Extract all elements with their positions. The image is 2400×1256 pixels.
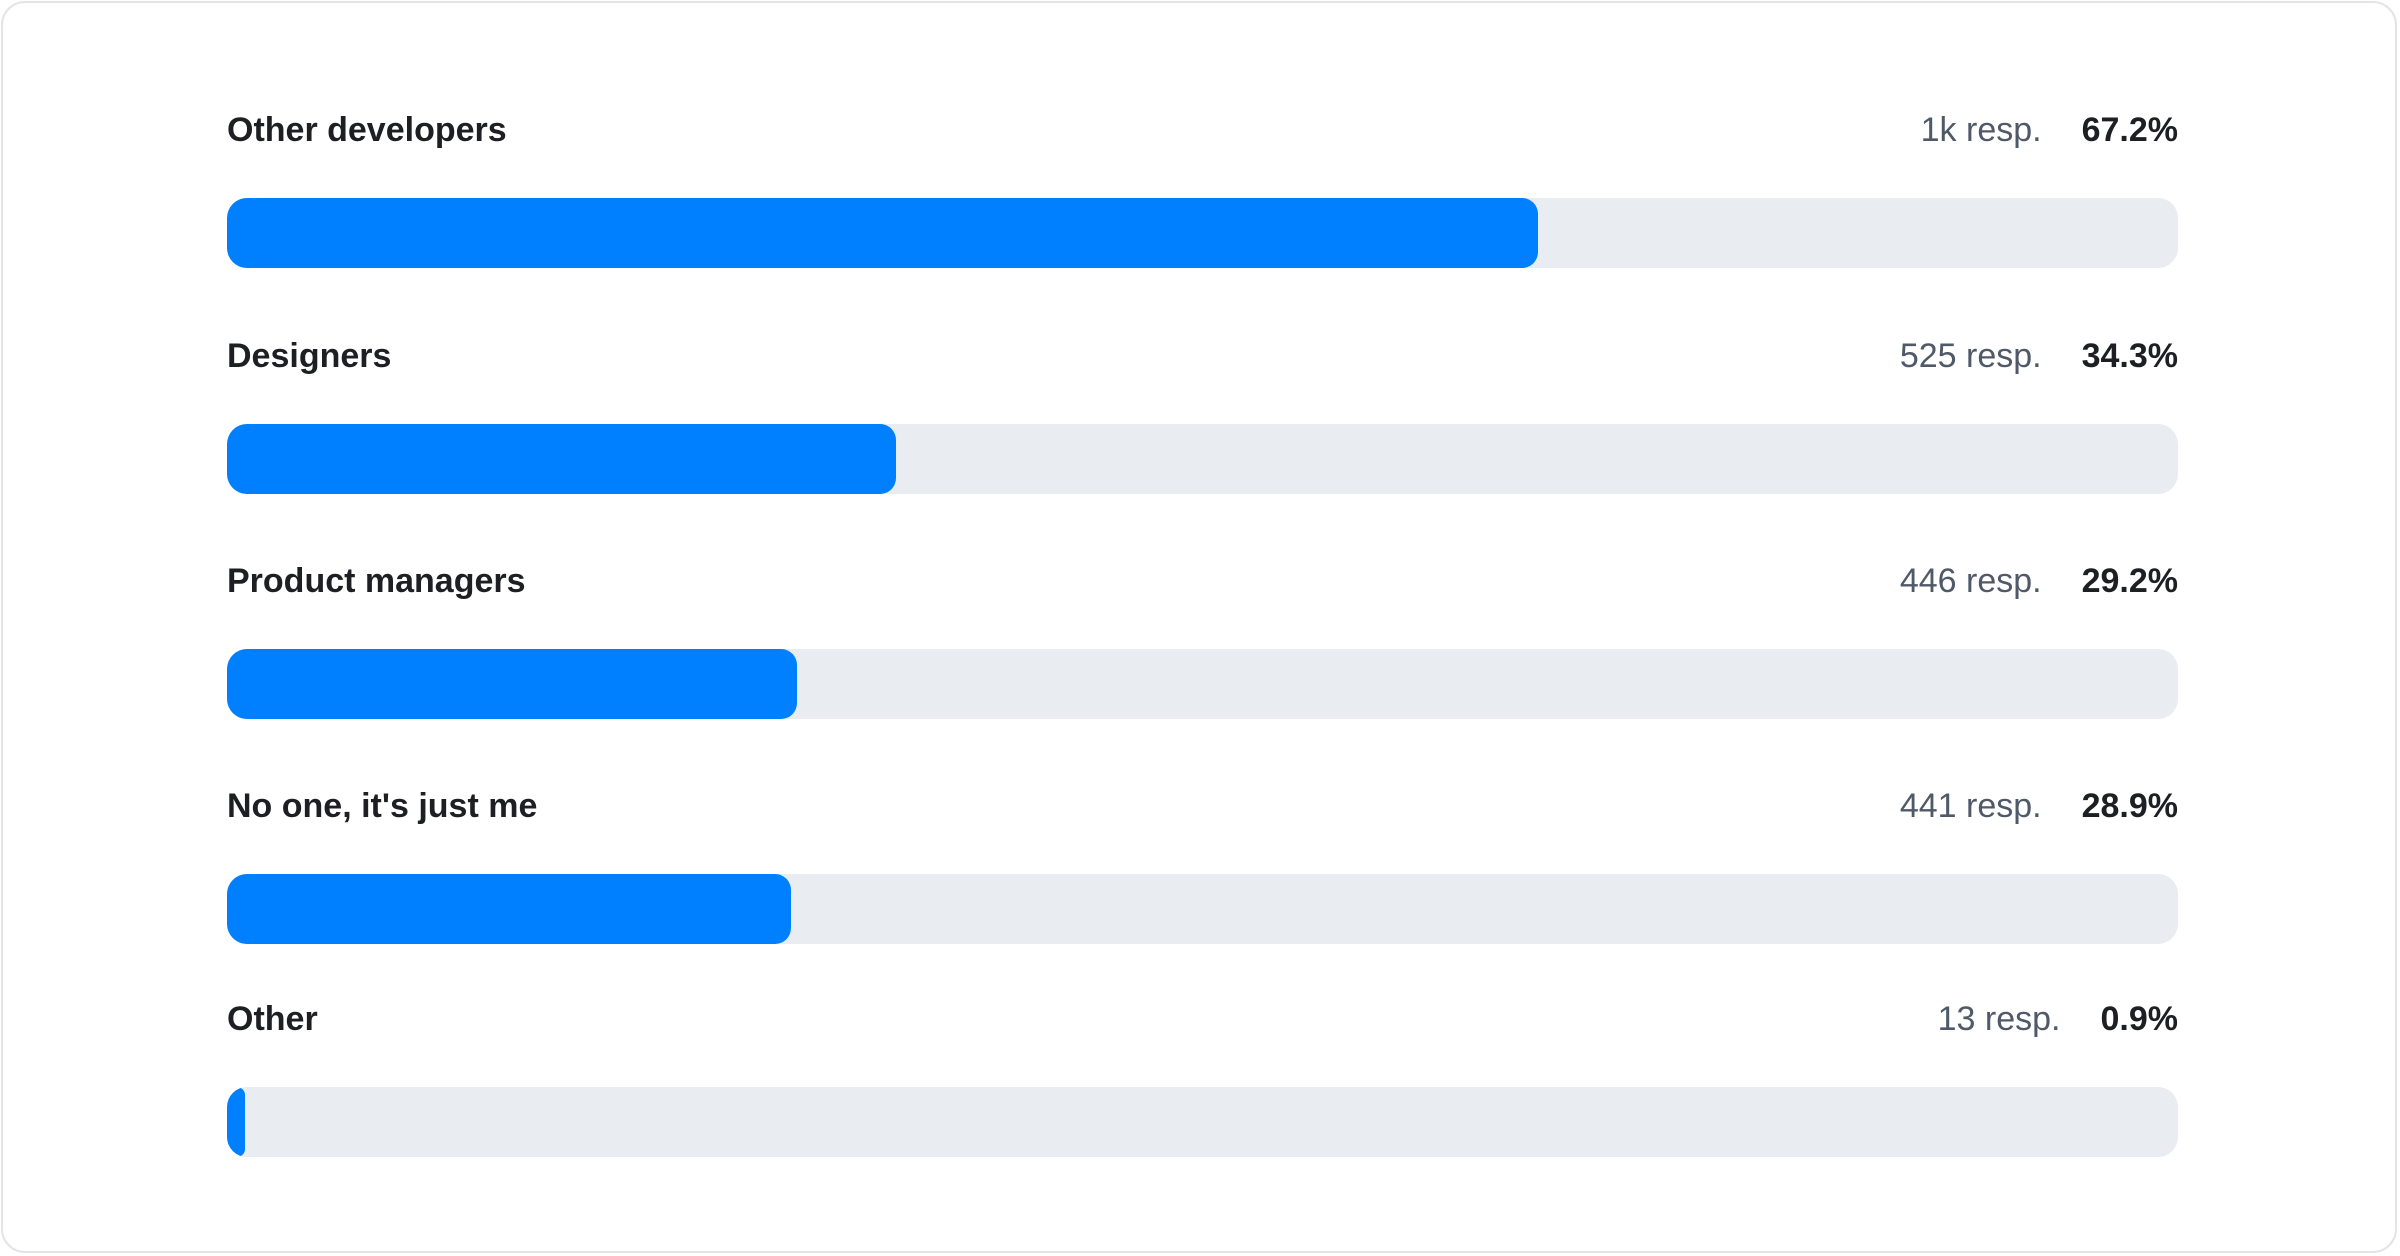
bar-track [227,874,2178,944]
bar-header: No one, it's just me 441 resp. 28.9% [227,776,2178,836]
response-count: 13 resp. [1937,999,2061,1038]
bar-fill [227,1087,245,1157]
bar-header: Other 13 resp. 0.9% [227,989,2178,1049]
bar-meta: 13 resp. 0.9% [1938,1000,2178,1039]
bar-row: Designers 525 resp. 34.3% [227,326,2178,494]
bar-track [227,424,2178,494]
bar-track [227,1087,2178,1157]
bar-track [227,649,2178,719]
bar-header: Product managers 446 resp. 29.2% [227,551,2178,611]
bar-row: Product managers 446 resp. 29.2% [227,551,2178,719]
response-count: 441 resp. [1899,786,2042,825]
response-count: 446 resp. [1899,561,2042,600]
bar-header: Designers 525 resp. 34.3% [227,326,2178,386]
bar-fill [227,874,791,944]
bar-meta: 441 resp. 28.9% [1900,787,2178,826]
bar-row: Other 13 resp. 0.9% [227,989,2178,1157]
bar-row: Other developers 1k resp. 67.2% [227,100,2178,268]
bar-fill [227,198,1539,268]
response-count: 525 resp. [1899,336,2042,375]
bar-fill [227,649,797,719]
bar-label: Other [227,999,318,1038]
bar-meta: 525 resp. 34.3% [1900,337,2178,376]
bar-label: Product managers [227,561,526,600]
bar-meta: 1k resp. 67.2% [1921,111,2178,150]
bar-track [227,198,2178,268]
bar-meta: 446 resp. 29.2% [1900,562,2178,601]
percent-label: 28.9% [2081,786,2178,825]
bar-header: Other developers 1k resp. 67.2% [227,100,2178,160]
bar-row: No one, it's just me 441 resp. 28.9% [227,776,2178,944]
percent-label: 29.2% [2081,561,2178,600]
percent-label: 67.2% [2081,110,2178,149]
response-count: 1k resp. [1920,110,2042,149]
percent-label: 34.3% [2081,336,2178,375]
bar-label: No one, it's just me [227,786,538,825]
bar-fill [227,424,897,494]
percent-label: 0.9% [2100,999,2179,1038]
bar-label: Other developers [227,110,507,149]
bar-label: Designers [227,336,392,375]
